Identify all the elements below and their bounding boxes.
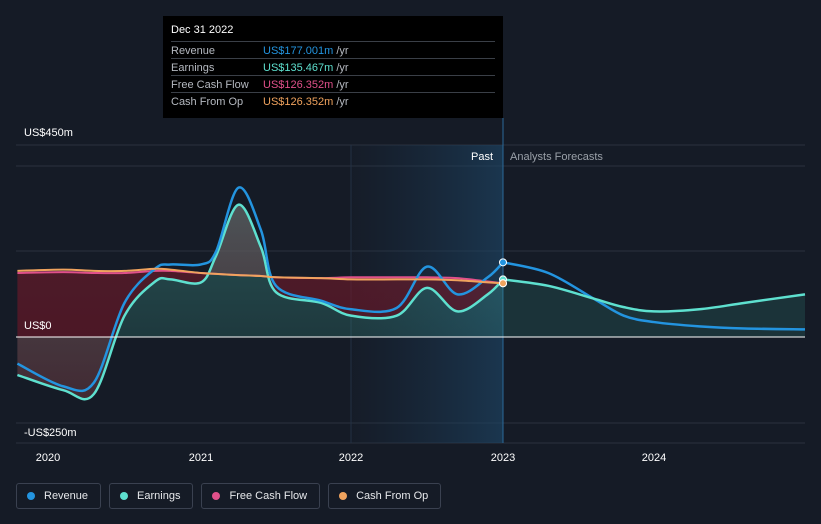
tooltip-value: US$177.001m/yr (263, 45, 349, 57)
revenue-marker (499, 258, 507, 267)
legend-item-cash-from-op[interactable]: Cash From Op (328, 483, 442, 509)
free-cash-flow-dot-icon (212, 492, 221, 500)
revenue-line (16, 186, 504, 393)
x-tick-label: 2022 (339, 452, 363, 464)
tooltip-row-revenue: Revenue US$177.001m/yr (171, 41, 495, 59)
revenue-forecast-line (502, 261, 806, 331)
tooltip-row-earnings: Earnings US$135.467m/yr (171, 58, 495, 76)
revenue-dot-icon (27, 492, 35, 500)
tooltip-row-cash-from-op: Cash From Op US$126.352m/yr (171, 92, 495, 110)
marker-layer (499, 258, 507, 288)
cash-from-op-dot-icon (339, 492, 348, 500)
earnings-forecast-line (502, 278, 806, 313)
legend-label: Earnings (137, 490, 181, 502)
legend-item-revenue[interactable]: Revenue (16, 483, 102, 509)
legend-item-earnings[interactable]: Earnings (109, 483, 194, 509)
x-tick-label: 2020 (36, 452, 60, 464)
legend-label: Free Cash Flow (229, 490, 308, 502)
tooltip-value: US$126.352m/yr (263, 96, 349, 108)
x-tick-label: 2024 (642, 452, 666, 464)
forecast-label: Analysts Forecasts (510, 151, 603, 163)
legend: Revenue Earnings Free Cash Flow Cash Fro… (16, 483, 442, 511)
tooltip-date: Dec 31 2022 (171, 24, 234, 36)
axis-layer: US$450m US$0 -US$250m 2020 2021 2022 2023 2024 P… (16, 127, 805, 464)
past-label: Past (471, 151, 493, 163)
earnings-dot-icon (120, 492, 129, 500)
tooltip-value: US$135.467m/yr (263, 62, 349, 74)
tooltip: Dec 31 2022 Revenue US$177.001m/yr Earni… (163, 16, 503, 118)
y-tick-label: US$0 (24, 320, 52, 332)
earnings-line (17, 203, 504, 401)
area-layer (17, 204, 805, 400)
tooltip-label: Revenue (171, 45, 216, 57)
x-tick-label: 2021 (189, 452, 213, 464)
tooltip-row-free-cash-flow: Free Cash Flow US$126.352m/yr (171, 75, 495, 93)
x-tick-label: 2023 (491, 452, 515, 464)
earnings-area (17, 204, 504, 400)
earnings-forecast-area (503, 279, 805, 337)
tooltip-label: Cash From Op (171, 96, 244, 108)
y-tick-label: -US$250m (24, 427, 77, 439)
line-layer (16, 186, 806, 401)
legend-item-free-cash-flow[interactable]: Free Cash Flow (201, 483, 321, 509)
legend-label: Cash From Op (356, 490, 429, 502)
tooltip-label: Earnings (171, 62, 215, 74)
y-tick-label: US$450m (24, 127, 73, 139)
legend-label: Revenue (44, 490, 89, 502)
tooltip-value: US$126.352m/yr (263, 79, 349, 91)
cash-from-op-line (17, 267, 504, 285)
tooltip-label: Free Cash Flow (171, 79, 249, 91)
cash-from-op-marker (499, 279, 507, 288)
